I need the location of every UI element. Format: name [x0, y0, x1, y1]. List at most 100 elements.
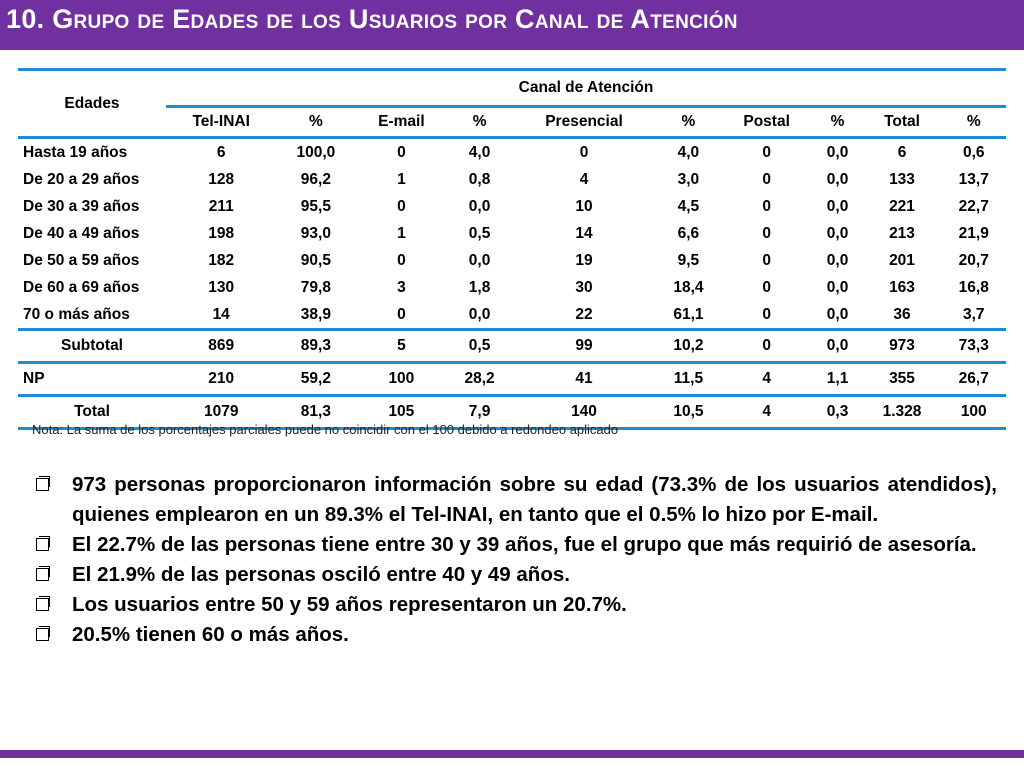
- table-cell: 140: [511, 395, 657, 430]
- table-cell: 0,0: [812, 329, 863, 364]
- table-cell: 1: [397, 224, 406, 242]
- table-cell: 96,2: [300, 170, 331, 188]
- table-cell: 201: [889, 251, 915, 269]
- table-cell: 1,8: [468, 278, 491, 296]
- column-header: Postal: [720, 105, 813, 139]
- table-cell: 128: [208, 170, 235, 188]
- table-cell: 61,1: [656, 301, 721, 331]
- column-header: E-mail: [355, 105, 448, 139]
- bullet-item: El 22.7% de las personas tiene entre 30 …: [33, 530, 997, 560]
- table-cell: 1079: [166, 395, 277, 430]
- checkbox-bullet-icon: [36, 476, 50, 491]
- table-cell: 16,8: [958, 278, 989, 296]
- table-cell: 36: [862, 301, 942, 331]
- row-label: De 50 a 59 años: [23, 251, 140, 269]
- row-label: 70 o más años: [18, 301, 166, 331]
- table-cell: 1: [397, 170, 406, 188]
- table-cell: 198: [208, 224, 235, 242]
- column-header: %: [812, 105, 863, 139]
- bullet-text: 973 personas proporcionaron información …: [72, 473, 997, 526]
- column-header: Tel-INAI: [166, 105, 277, 139]
- column-header: Total: [862, 105, 942, 139]
- table-cell: 133: [889, 170, 915, 188]
- checkbox-bullet-icon: [36, 626, 50, 641]
- table-cell: 130: [208, 278, 235, 296]
- table-cell: 0,0: [468, 197, 491, 215]
- table-cell: 973: [862, 329, 942, 364]
- page-title: 10. Grupo de Edades de los Usuarios por …: [6, 4, 738, 34]
- table-cell: 0: [579, 143, 589, 161]
- table-cell: 30: [575, 278, 593, 296]
- table-cell: 1.328: [862, 395, 942, 430]
- table-cell: 0,0: [826, 143, 849, 161]
- table-cell: 0,3: [812, 395, 863, 430]
- bullet-item: 20.5% tienen 60 o más años.: [33, 620, 997, 650]
- table-row: 70 o más años 14 38,9 0 0,0 22 61,1 0 0,0 36 3,7: [18, 301, 1006, 331]
- table-cell: 0: [762, 251, 771, 269]
- table-cell: 3: [397, 278, 406, 296]
- table-footnote: Nota: La suma de los porcentajes parcial…: [32, 422, 619, 437]
- bullet-text: 20.5% tienen 60 o más años.: [72, 623, 349, 646]
- table-cell: 0,0: [812, 301, 863, 331]
- table-cell: 869: [166, 329, 277, 364]
- column-header: %: [447, 105, 512, 139]
- table-cell: 0,0: [826, 197, 849, 215]
- table-cell: 210: [166, 362, 277, 397]
- table-cell: 221: [889, 197, 915, 215]
- table-cell: 81,3: [276, 395, 356, 430]
- table-cell: 9,5: [677, 251, 700, 269]
- table-cell: 22: [511, 301, 657, 331]
- table-cell: 7,9: [447, 395, 512, 430]
- bullet-item: Los usuarios entre 50 y 59 años represen…: [33, 590, 997, 620]
- table-cell: 6: [897, 143, 907, 161]
- column-header: %: [656, 105, 721, 139]
- table-row: De 20 a 29 años 128 96,2 1 0,8 4 3,0 0 0,0 133 13,…: [18, 166, 1006, 193]
- table-cell: 99: [511, 329, 657, 364]
- column-header: %: [276, 105, 356, 139]
- table-row: Total 1079 81,3 105 7,9 140 10,5 4 0,3 1.328 100: [18, 395, 1006, 430]
- table-cell: 0: [762, 224, 771, 242]
- checkbox-bullet-icon: [36, 566, 50, 581]
- table-cell: 0,0: [826, 224, 849, 242]
- table-cell: 0,0: [447, 301, 512, 331]
- table-cell: 4: [720, 362, 813, 397]
- table-cell: 182: [208, 251, 235, 269]
- table-cell: 13,7: [958, 170, 989, 188]
- table-cell: 10,2: [656, 329, 721, 364]
- table-cell: 38,9: [276, 301, 356, 331]
- table-cell: 211: [208, 197, 234, 215]
- bottom-bar: [0, 750, 1024, 758]
- table-row: De 30 a 39 años 211 95,5 0 0,0 10 4,5 0 0,0 221 22…: [18, 193, 1006, 220]
- table-cell: 4: [579, 170, 589, 188]
- table-cell: 0,0: [826, 251, 849, 269]
- table-cell: 6,6: [677, 224, 700, 242]
- table-cell: 100: [355, 362, 448, 397]
- table-cell: 0: [720, 329, 813, 364]
- checkbox-bullet-icon: [36, 596, 50, 611]
- table-cell: 105: [355, 395, 448, 430]
- row-label: De 40 a 49 años: [23, 224, 140, 242]
- table-cell: 19: [575, 251, 593, 269]
- table-row: De 60 a 69 años 130 79,8 3 1,8 30 18,4 0 0,0 163 1…: [18, 274, 1006, 301]
- bullet-item: El 21.9% de las personas osciló entre 40…: [33, 560, 997, 590]
- table-cell: 18,4: [673, 278, 704, 296]
- table-cell: 0: [397, 251, 406, 269]
- channel-group-header: Canal de Atención: [166, 68, 1006, 107]
- table-cell: 100,0: [296, 143, 336, 161]
- table-cell: 95,5: [300, 197, 331, 215]
- bullet-item: 973 personas proporcionaron información …: [33, 470, 997, 530]
- row-label: De 20 a 29 años: [23, 170, 140, 188]
- table-cell: 213: [889, 224, 915, 242]
- bullet-text: Los usuarios entre 50 y 59 años represen…: [72, 593, 627, 616]
- column-header: %: [941, 105, 1006, 139]
- table-cell: 26,7: [941, 362, 1006, 397]
- table-cell: 4,0: [677, 143, 700, 161]
- summary-bullet-list: 973 personas proporcionaron información …: [33, 470, 997, 650]
- column-header: Presencial: [511, 105, 657, 139]
- table-row: De 40 a 49 años 198 93,0 1 0,5 14 6,6 0 0,0 213 21…: [18, 220, 1006, 247]
- table-cell: 0,5: [468, 224, 491, 242]
- table-cell: 14: [575, 224, 593, 242]
- table-cell: 0,0: [826, 278, 849, 296]
- table-cell: 3,0: [677, 170, 700, 188]
- bullet-text: El 21.9% de las personas osciló entre 40…: [72, 563, 570, 586]
